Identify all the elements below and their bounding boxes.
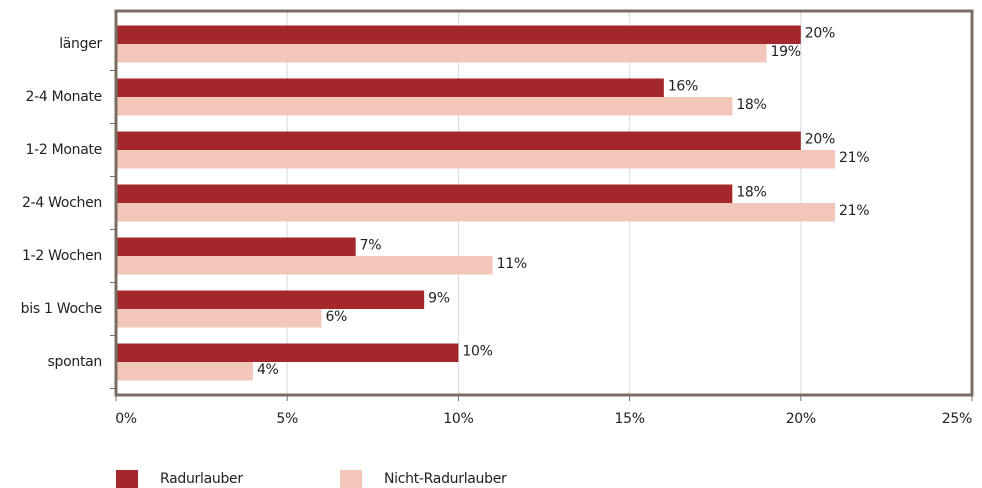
value-label: 19% — [771, 44, 801, 60]
bar — [116, 290, 425, 309]
bar — [116, 78, 664, 97]
y-tick-label: 1-2 Wochen — [22, 248, 102, 264]
x-tick-label: 25% — [942, 411, 972, 427]
value-label: 21% — [839, 150, 869, 166]
legend-swatch — [116, 470, 138, 488]
y-tick-label: 2-4 Monate — [25, 89, 102, 105]
bar — [116, 44, 767, 63]
legend-swatch — [340, 470, 362, 488]
value-label: 21% — [839, 203, 869, 219]
legend-label: Nicht-Radurlauber — [384, 471, 507, 487]
y-tick-label: 2-4 Wochen — [22, 195, 102, 211]
value-label: 7% — [360, 238, 382, 254]
value-label: 20% — [805, 26, 835, 42]
bar — [116, 25, 801, 44]
value-label: 9% — [428, 291, 450, 307]
value-label: 16% — [668, 79, 698, 95]
bar — [116, 203, 836, 222]
value-label: 10% — [462, 344, 492, 360]
bar — [116, 184, 733, 203]
x-tick-label: 5% — [276, 411, 298, 427]
value-label: 18% — [736, 97, 766, 113]
plot-frame — [114, 9, 974, 397]
bar — [116, 150, 836, 169]
y-tick-label: spontan — [48, 354, 102, 370]
bar — [116, 237, 356, 256]
y-tick-label: bis 1 Woche — [21, 301, 102, 317]
value-label: 20% — [805, 132, 835, 148]
y-tick-label: 1-2 Monate — [25, 142, 102, 158]
bar — [116, 131, 801, 150]
value-label: 6% — [325, 309, 347, 325]
bar — [116, 256, 493, 275]
bar — [116, 343, 459, 362]
value-label: 11% — [497, 256, 527, 272]
bar — [116, 97, 733, 116]
x-tick-label: 15% — [614, 411, 644, 427]
value-label: 4% — [257, 362, 279, 378]
bar — [116, 309, 322, 328]
value-label: 18% — [736, 185, 766, 201]
legend-label: Radurlauber — [160, 471, 243, 487]
x-tick-label: 0% — [115, 411, 137, 427]
x-tick-label: 20% — [786, 411, 816, 427]
y-tick-label: länger — [59, 36, 102, 52]
bar — [116, 362, 253, 381]
x-tick-label: 10% — [443, 411, 473, 427]
